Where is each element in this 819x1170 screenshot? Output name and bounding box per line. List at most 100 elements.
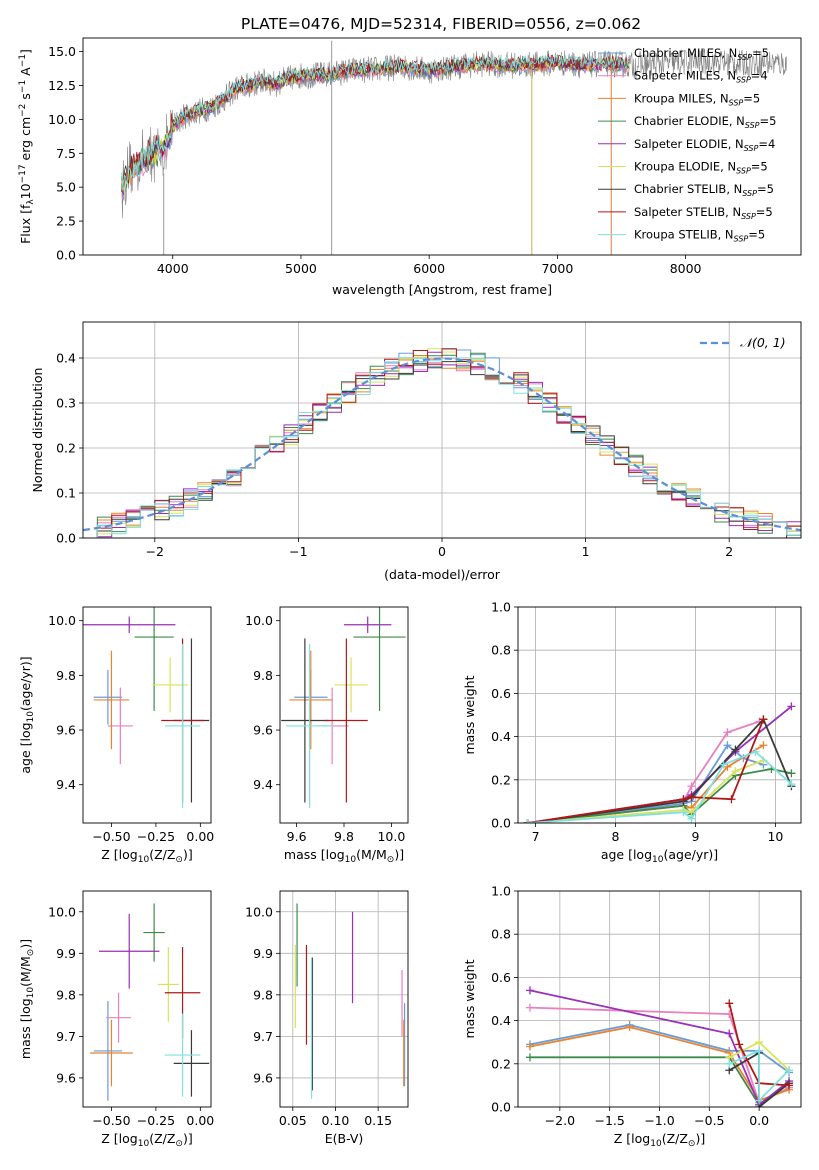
series-marker (735, 1040, 744, 1049)
model-spectrum-line (121, 57, 630, 200)
plot-area (281, 607, 406, 808)
y-tick-label: 0.6 (491, 686, 511, 701)
series-line (529, 989, 790, 1107)
plot-area (90, 903, 210, 1101)
y-tick-label: 10.0 (48, 613, 76, 628)
panel-weight-vs-Z: −2.0 −1.5 −1.0 −0.5 0.0 0.0 0.2 0.4 0.6 0.8 1.0 Z [… (462, 884, 802, 1149)
series-marker (785, 1066, 794, 1075)
series-marker (687, 814, 696, 823)
y-tick-label: 0.1 (56, 486, 76, 501)
x-axis-label: (data-model)/error (384, 567, 501, 582)
ticks: 4000 5000 6000 7000 8000 0.0 2.5 5.0 7.5 10.0 12.5… (48, 44, 701, 276)
series-marker (725, 1029, 734, 1038)
plot-area (83, 607, 210, 808)
axes-frame (279, 606, 409, 824)
x-tick-label: −0.5 (694, 1113, 724, 1128)
x-tick-label: 10.0 (377, 829, 405, 844)
x-axis-label: Z [log10(Z/Z⊙)] (101, 1131, 192, 1149)
y-axis-label: Flux [fλ10−17 erg cm−2 s−1 A−1] (18, 49, 36, 244)
series-marker (787, 702, 796, 711)
y-tick-label: 9.6 (253, 723, 273, 738)
x-tick-label: 8000 (670, 261, 702, 276)
y-tick-label: 1.0 (491, 884, 511, 899)
plot-area (523, 702, 796, 823)
x-axis-label: wavelength [Angstrom, rest frame] (332, 282, 552, 297)
series-line (527, 750, 793, 823)
x-tick-label: 0.0 (749, 1113, 769, 1128)
panel-residuals: −2 −1 0 1 2 0.0 0.1 0.2 0.3 0.4 𝒩(0, 1) (data-model… (30, 321, 802, 582)
series-marker (755, 1038, 764, 1047)
series-marker (755, 1096, 764, 1105)
model-spectrum-line (121, 59, 630, 200)
x-tick-label: 6000 (413, 261, 445, 276)
x-axis-label: Z [log10(Z/Z⊙)] (614, 1131, 705, 1149)
panel-mass-vs-EBV: 0.05 0.10 0.15 9.6 9.7 9.8 9.9 10.0 E(B-V) (245, 890, 409, 1146)
x-tick-label: 9.8 (334, 829, 354, 844)
legend-label: Salpeter STELIB, NSSP=5 (634, 205, 773, 221)
x-tick-label: 9 (691, 829, 699, 844)
legend-label: Chabrier MILES, NSSP=5 (634, 46, 769, 62)
series-marker (725, 1059, 734, 1068)
series-marker (787, 769, 796, 778)
y-tick-label: 0.2 (491, 772, 511, 787)
x-axis-label: E(B-V) (325, 1131, 364, 1146)
series-marker (731, 767, 740, 776)
legend-label: Kroupa MILES, NSSP=5 (634, 91, 760, 107)
plot-area (121, 40, 787, 255)
y-tick-label: 0.2 (56, 441, 76, 456)
y-tick-label: 0.0 (56, 531, 76, 546)
ticks: 9.6 9.8 10.0 9.4 9.6 9.8 10.0 (245, 613, 405, 844)
x-tick-label: −1.5 (594, 1113, 624, 1128)
x-axis-label: mass [log10(M/M⊙)] (284, 847, 404, 865)
panel-age-vs-mass: 9.6 9.8 10.0 9.4 9.6 9.8 10.0 mass [log10(M/M⊙)… (245, 606, 409, 865)
y-tick-label: 0.2 (491, 1056, 511, 1071)
series-marker (679, 795, 688, 804)
series-marker (785, 1081, 794, 1090)
ticks: −0.50 −0.25 0.00 9.4 9.6 9.8 10.0 (48, 613, 214, 844)
y-tick-label: 0.4 (491, 1013, 511, 1028)
x-tick-label: 9.6 (287, 829, 307, 844)
normal-curve (83, 357, 801, 532)
x-tick-label: 0.00 (186, 1113, 214, 1128)
series-marker (751, 747, 760, 756)
axes-frame (82, 321, 802, 539)
y-axis-label: mass weight (462, 675, 477, 754)
axes-frame (82, 37, 802, 256)
y-tick-label: 0.4 (491, 729, 511, 744)
y-tick-label: 0.0 (56, 248, 76, 263)
y-tick-label: 2.5 (56, 214, 76, 229)
series-marker (787, 780, 796, 789)
series-marker (759, 715, 768, 724)
series-marker (625, 1023, 634, 1032)
y-tick-label: 0.8 (491, 643, 511, 658)
y-tick-label: 9.6 (56, 1070, 76, 1085)
x-axis-label: Z [log10(Z/Z⊙)] (101, 847, 192, 865)
grid (518, 606, 801, 824)
axes-frame (82, 890, 212, 1108)
model-spectrum-line (121, 53, 630, 191)
y-tick-label: 0.3 (56, 396, 76, 411)
y-tick-label: 9.8 (56, 668, 76, 683)
series-marker (727, 795, 736, 804)
series-marker (731, 745, 740, 754)
y-tick-label: 10.0 (245, 904, 273, 919)
y-tick-label: 0.0 (491, 1100, 511, 1115)
y-tick-label: 5.0 (56, 180, 76, 195)
y-tick-label: 9.8 (253, 987, 273, 1002)
x-tick-label: 1 (582, 544, 590, 559)
x-tick-label: 0 (438, 544, 446, 559)
series-marker (723, 728, 732, 737)
legend-label: Kroupa STELIB, NSSP=5 (634, 228, 765, 244)
histogram-step (83, 357, 801, 538)
y-tick-label: 0.6 (491, 970, 511, 985)
axes-frame (82, 606, 212, 824)
plot-area (525, 986, 794, 1107)
model-spectrum-line (121, 54, 630, 195)
legend: Chabrier MILES, NSSP=5 Salpeter MILES, NS… (598, 46, 776, 244)
x-tick-label: 2 (725, 544, 733, 559)
model-spectrum-line (121, 55, 630, 192)
x-tick-label: 10 (767, 829, 783, 844)
x-tick-label: −1 (289, 544, 307, 559)
x-tick-label: 0.15 (364, 1113, 392, 1128)
